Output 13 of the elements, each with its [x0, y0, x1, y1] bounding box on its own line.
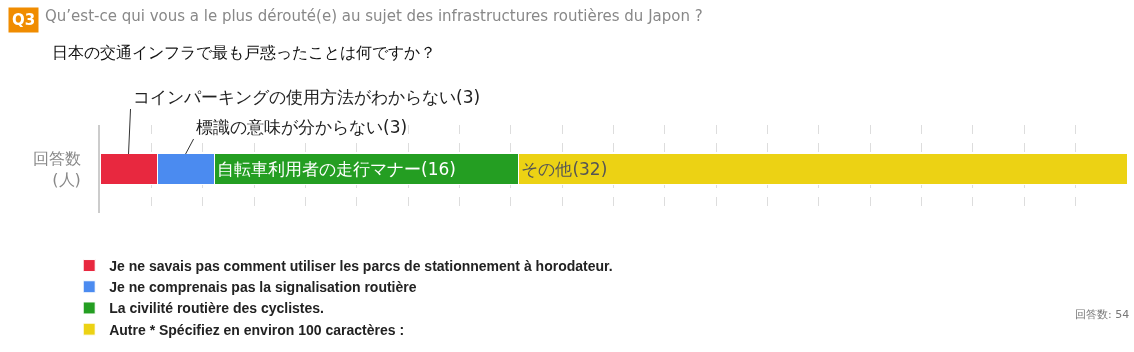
chart-subtitle: 日本の交通インフラで最も戸惑ったことは何ですか？: [52, 43, 436, 62]
y-tick-label: 回答数 (人): [32, 149, 81, 189]
data-label: 自転車利用者の走行マナー(16): [217, 159, 457, 179]
legend-label: Je ne comprenais pas la signalisation routière: [109, 279, 417, 296]
chart-title: Qu’est-ce qui vous a le plus dérouté(e) au sujet des infrastructures routières du Japon ?: [45, 7, 703, 25]
data-label: 標識の意味が分からない(3): [196, 117, 408, 137]
data-label: その他(32): [521, 159, 608, 179]
text: Q3: [12, 11, 36, 29]
legend-label: Autre * Spécifiez en environ 100 caractères :: [109, 321, 405, 338]
data-label: コインパーキングの使用方法がわからない(3): [133, 87, 481, 107]
text: 回答数: 54: [1075, 308, 1130, 321]
legend-label: La civilité routière des cyclistes.: [109, 300, 324, 317]
legend-label: Je ne savais pas comment utiliser les parcs de stationnement à horodateur.: [109, 258, 613, 275]
